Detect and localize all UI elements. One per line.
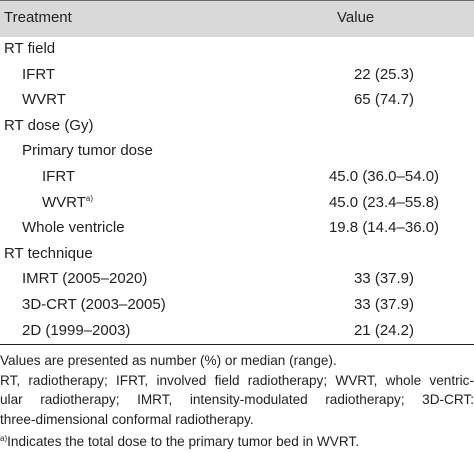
row-value: 22 (25.3) bbox=[353, 65, 415, 83]
footnote-text: Indicates the total dose to the primary … bbox=[7, 434, 359, 449]
row-label: IFRT bbox=[42, 167, 76, 185]
row-label: RT field bbox=[4, 40, 56, 57]
table-row: RT technique bbox=[0, 242, 474, 268]
row-label: 2D (1999–2003) bbox=[22, 321, 131, 339]
row-label: WVRTa) bbox=[42, 194, 93, 211]
row-label-text: WVRT bbox=[42, 193, 86, 211]
row-label: IFRT bbox=[22, 65, 56, 83]
note-line: three-dimensional conformal radiotherapy… bbox=[0, 411, 254, 427]
header-treatment: Treatment bbox=[4, 9, 72, 26]
footnote-marker: a) bbox=[85, 193, 94, 203]
table-row: IMRT (2005–2020) 33 (37.9) bbox=[0, 267, 474, 293]
note-line: ular radiotherapy; IMRT, intensity-modul… bbox=[0, 392, 474, 407]
row-value: 33 (37.9) bbox=[353, 270, 415, 288]
table-row: WVRT 65 (74.7) bbox=[0, 88, 474, 114]
table-row: Whole ventricle 19.8 (14.4–36.0) bbox=[0, 216, 474, 242]
row-label: RT technique bbox=[4, 244, 93, 262]
row-value: 33 (37.9) bbox=[353, 295, 415, 313]
row-value: 45.0 (36.0–54.0) bbox=[328, 167, 440, 185]
table-row: IFRT 22 (25.3) bbox=[0, 63, 474, 89]
table-row: Primary tumor dose bbox=[0, 139, 474, 165]
note-line: Values are presented as number (%) or me… bbox=[0, 353, 337, 368]
row-value: 19.8 (14.4–36.0) bbox=[328, 219, 440, 237]
footnote-marker: a) bbox=[0, 434, 8, 443]
row-value: 65 (74.7) bbox=[353, 91, 415, 109]
data-table: Treatment Value RT field IFRT 22 (25.3) … bbox=[0, 0, 474, 346]
row-label: 3D-CRT (2003–2005) bbox=[22, 295, 166, 313]
table-header: Treatment Value bbox=[0, 0, 474, 37]
table-row: 2D (1999–2003) 21 (24.2) bbox=[0, 319, 474, 345]
row-label: Primary tumor dose bbox=[22, 142, 153, 160]
table-notes: Values are presented as number (%) or me… bbox=[0, 351, 474, 452]
table-row: WVRTa) 45.0 (23.4–55.8) bbox=[0, 191, 474, 217]
table-row: RT field bbox=[0, 37, 474, 63]
footnote: a)Indicates the total dose to the primar… bbox=[0, 429, 474, 452]
table-row: 3D-CRT (2003–2005) 33 (37.9) bbox=[0, 293, 474, 319]
table-row: IFRT 45.0 (36.0–54.0) bbox=[0, 165, 474, 191]
table-row: RT dose (Gy) bbox=[0, 114, 474, 140]
header-value: Value bbox=[337, 9, 375, 26]
row-label: IMRT (2005–2020) bbox=[22, 270, 148, 288]
row-value: 45.0 (23.4–55.8) bbox=[328, 193, 440, 211]
row-label: RT dose (Gy) bbox=[4, 116, 94, 134]
table-body: RT field IFRT 22 (25.3) WVRT 65 (74.7) R… bbox=[0, 37, 474, 346]
row-label: Whole ventricle bbox=[22, 219, 125, 237]
row-label: WVRT bbox=[22, 91, 66, 109]
row-value: 21 (24.2) bbox=[353, 321, 415, 339]
note-line: RT, radiotherapy; IFRT, involved field r… bbox=[0, 372, 474, 388]
